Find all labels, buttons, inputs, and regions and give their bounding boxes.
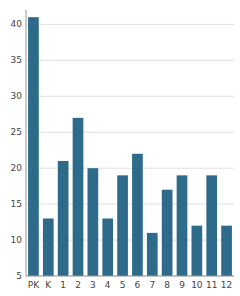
grid-line [26,168,234,169]
y-tick-label: 15 [11,199,22,209]
grid [26,24,234,276]
bar [162,190,173,276]
grid-line [26,96,234,97]
x-axis-line [26,276,234,277]
bars [28,17,232,276]
grid-line [26,204,234,205]
x-tick-label: 10 [191,280,203,290]
x-tick-label: 3 [90,280,96,290]
bar [147,233,158,276]
x-tick-label: 2 [75,280,81,290]
bar [177,175,188,276]
x-axis-ticks: PKK123456789101112 [28,280,233,290]
bar [206,175,217,276]
y-axis-ticks: 5 10 15 20 25 30 35 40 [11,19,23,281]
grid-line [26,240,234,241]
y-tick-label: 25 [11,127,22,137]
bar [221,226,232,276]
y-tick-label: 5 [16,271,22,281]
bar [58,161,69,276]
bar [132,154,143,276]
x-tick-label: 6 [135,280,141,290]
bar [102,218,113,276]
x-tick-label: 5 [120,280,126,290]
chart-container: 510152025303540PKK123456789101112 [0,0,240,296]
x-tick-label: 9 [179,280,185,290]
x-tick-label: 8 [164,280,170,290]
bar [28,17,39,276]
y-tick-label: 10 [11,235,23,245]
y-tick-label: 20 [11,163,23,173]
bar [192,226,203,276]
x-tick-label: PK [28,280,40,290]
grid-line [26,60,234,61]
bar [88,168,99,276]
grid-line [26,276,234,277]
chart-svg: 510152025303540PKK123456789101112 [0,0,240,296]
grid-line [26,24,234,25]
x-tick-label: 7 [149,280,155,290]
bar [43,218,54,276]
y-tick-label: 35 [11,55,22,65]
y-tick-label: 30 [11,91,23,101]
grid-line [26,132,234,133]
bar [73,118,84,276]
x-tick-label: 11 [206,280,217,290]
y-tick-label: 40 [11,19,23,29]
x-tick-label: K [45,280,52,290]
y-axis-line [26,10,27,276]
x-tick-label: 12 [221,280,232,290]
x-tick-label: 1 [60,280,66,290]
x-tick-label: 4 [105,280,111,290]
bar [117,175,128,276]
